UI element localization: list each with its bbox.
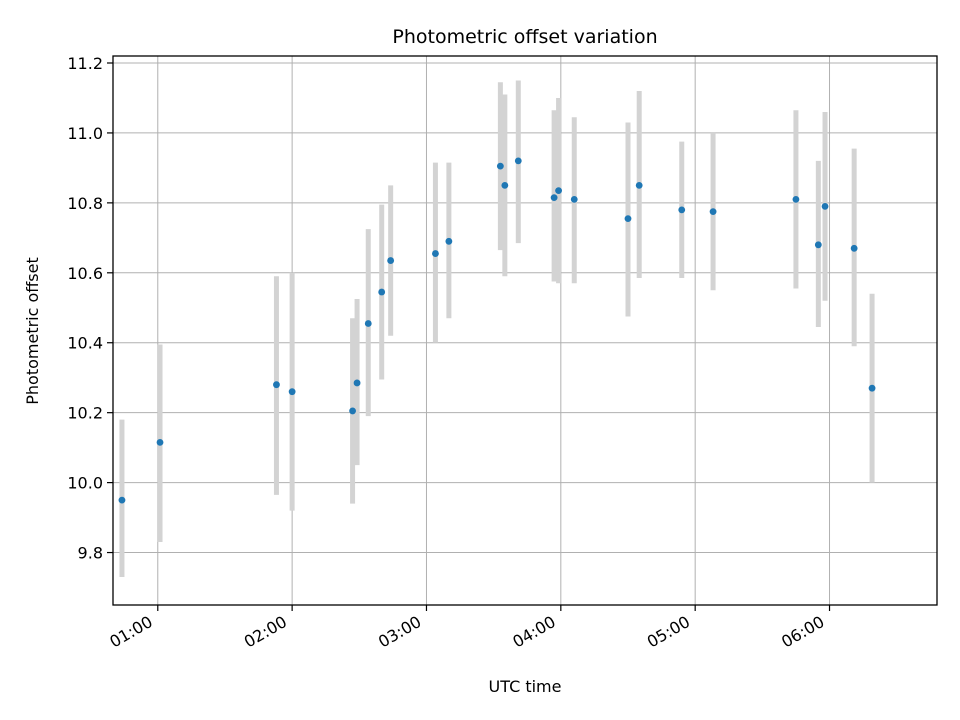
data-point [868, 384, 876, 392]
plot-frame [112, 55, 938, 606]
data-point [501, 181, 509, 189]
grid [113, 56, 937, 605]
data-point [364, 320, 372, 327]
data-point [118, 496, 126, 504]
data-point [378, 288, 386, 296]
data-point [678, 206, 686, 214]
y-tick-label: 11.0 [67, 124, 103, 143]
y-tick-label: 10.8 [67, 194, 103, 213]
data-point [550, 194, 558, 202]
data-points [118, 157, 876, 504]
data-point [514, 157, 522, 165]
data-point [709, 208, 717, 216]
data-point [496, 162, 504, 170]
data-point [555, 187, 562, 195]
data-point [349, 407, 356, 415]
y-axis: 9.8 10.0 10.2 10.4 10.6 10.8 11.0 11.2 [67, 54, 113, 563]
data-point [850, 244, 858, 252]
data-point [814, 241, 822, 249]
chart-title: Photometric offset variation [392, 26, 657, 48]
data-point [353, 379, 361, 387]
data-point [635, 181, 643, 189]
data-point [821, 202, 829, 210]
data-point [432, 250, 439, 257]
y-tick-label: 10.2 [67, 404, 103, 423]
data-point [387, 257, 395, 264]
y-tick-label: 9.8 [78, 544, 103, 563]
y-tick-label: 10.6 [67, 264, 103, 283]
data-point [624, 215, 632, 223]
data-point [156, 438, 164, 446]
y-tick-label: 10.4 [67, 334, 103, 353]
y-tick-label: 10.0 [67, 474, 103, 493]
data-point [570, 195, 578, 203]
data-point [445, 237, 453, 245]
data-point [273, 381, 280, 389]
data-point [792, 195, 800, 203]
data-point [288, 388, 296, 396]
x-axis-label: UTC time [489, 677, 562, 696]
y-axis-label: Photometric offset [23, 257, 42, 405]
y-tick-label: 11.2 [67, 54, 103, 73]
